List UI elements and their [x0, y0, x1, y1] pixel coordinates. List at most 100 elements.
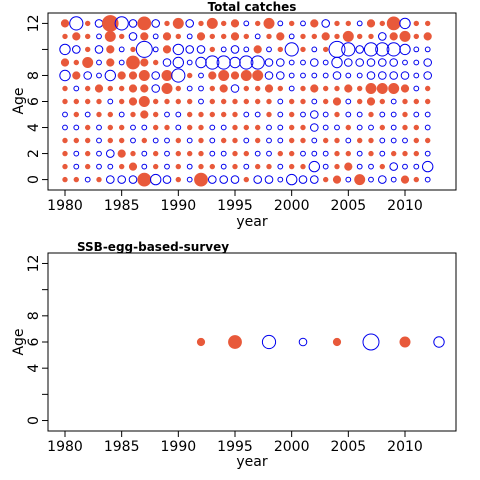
bubble-positive	[137, 172, 152, 187]
bubble-negative	[300, 150, 306, 157]
bubble-positive	[96, 98, 102, 105]
bubble-positive	[230, 71, 240, 80]
x-tick-label: 1990	[161, 439, 197, 455]
chart-title: Total catches	[208, 0, 297, 14]
bubble-layer	[196, 333, 445, 351]
bubble-positive	[219, 84, 228, 93]
bubble-negative	[322, 150, 329, 157]
bubble-positive	[379, 98, 385, 105]
y-tick-label: 12	[26, 255, 42, 273]
y-tick-label: 12	[26, 14, 42, 32]
bubble-positive	[107, 124, 114, 131]
bubble-negative	[356, 150, 363, 157]
bubble-positive	[162, 45, 172, 54]
bubble-positive	[84, 150, 91, 157]
bubble-positive	[334, 150, 340, 157]
y-tick-label: 6	[26, 337, 42, 346]
bubble-negative	[254, 33, 261, 40]
bubble-negative	[62, 124, 68, 131]
bubble-negative	[277, 163, 284, 170]
bubble-negative	[310, 123, 319, 132]
bubble-positive	[128, 71, 138, 80]
bubble-positive	[300, 33, 306, 40]
bubble-positive	[425, 20, 431, 27]
bubble-positive	[357, 33, 363, 40]
bubble-positive	[425, 85, 431, 92]
bubble-negative	[230, 175, 240, 184]
bubble-negative	[254, 150, 261, 157]
bubble-negative	[209, 150, 216, 157]
x-tick-label: 1995	[217, 439, 253, 455]
bubble-positive	[62, 85, 68, 92]
bubble-negative	[322, 111, 329, 118]
bubble-negative	[261, 334, 277, 350]
bubble-positive	[376, 83, 388, 95]
bubble-negative	[300, 20, 306, 27]
bubble-positive	[300, 124, 306, 131]
bubble-positive	[84, 137, 91, 144]
bubble-negative	[389, 162, 399, 171]
bubble-positive	[255, 98, 261, 105]
bubble-positive	[73, 59, 80, 66]
bubble-positive	[126, 55, 140, 70]
bubble-positive	[141, 137, 148, 144]
bubble-negative	[363, 42, 379, 57]
bubble-negative	[220, 150, 227, 157]
bubble-negative	[356, 124, 363, 131]
bubble-negative	[266, 124, 272, 131]
bubble-negative	[413, 85, 420, 92]
x-tick-label: 1985	[104, 198, 140, 214]
bubble-negative	[413, 72, 420, 79]
bubble-positive	[140, 110, 149, 119]
bubble-positive	[118, 137, 125, 144]
bubble-negative	[171, 68, 186, 83]
bubble-negative	[310, 110, 319, 119]
bubble-positive	[243, 150, 250, 157]
bubble-negative	[219, 175, 228, 184]
bubble-positive	[206, 17, 218, 29]
bubble-positive	[60, 58, 70, 67]
bubble-positive	[388, 83, 400, 95]
bubble-negative	[150, 173, 162, 186]
bubble-negative	[73, 85, 80, 92]
bubble-positive	[117, 71, 126, 80]
bubble-negative	[198, 98, 204, 105]
x-axis-label: year	[236, 214, 267, 230]
bubble-layer	[59, 15, 434, 187]
bubble-negative	[341, 42, 356, 57]
bubble-positive	[60, 19, 70, 28]
bubble-positive	[117, 149, 126, 158]
bubble-positive	[62, 98, 68, 105]
bubble-negative	[355, 58, 365, 67]
bubble-negative	[368, 163, 374, 170]
bubble-negative	[345, 137, 352, 144]
bubble-positive	[221, 33, 227, 40]
bubble-negative	[73, 150, 80, 157]
bubble-negative	[390, 176, 397, 183]
bubble-negative	[378, 58, 387, 67]
y-axis-label: Age	[11, 328, 27, 355]
bubble-positive	[230, 32, 240, 41]
bubble-negative	[310, 175, 319, 184]
bubble-negative	[331, 56, 343, 69]
bubble-positive	[73, 111, 80, 118]
bubble-positive	[84, 163, 91, 170]
bubble-negative	[356, 20, 363, 27]
bubble-positive	[413, 176, 419, 183]
bubble-negative	[152, 33, 159, 40]
bubble-negative	[311, 137, 318, 144]
bubble-negative	[59, 43, 71, 56]
bubble-positive	[332, 175, 342, 184]
bubble-negative	[368, 124, 374, 131]
bubble-positive	[277, 46, 283, 53]
bubble-positive	[130, 150, 136, 157]
bubble-negative	[209, 137, 216, 144]
x-axis: 1980 1985 1990 1995 2000 2005 2010	[47, 431, 423, 455]
bubble-negative	[266, 137, 272, 144]
plot-frame	[47, 252, 457, 432]
bubble-positive	[187, 98, 193, 105]
bubble-positive	[175, 163, 182, 170]
bubble-positive	[137, 16, 152, 31]
bubble-positive	[73, 98, 80, 105]
bubble-negative	[186, 137, 193, 144]
